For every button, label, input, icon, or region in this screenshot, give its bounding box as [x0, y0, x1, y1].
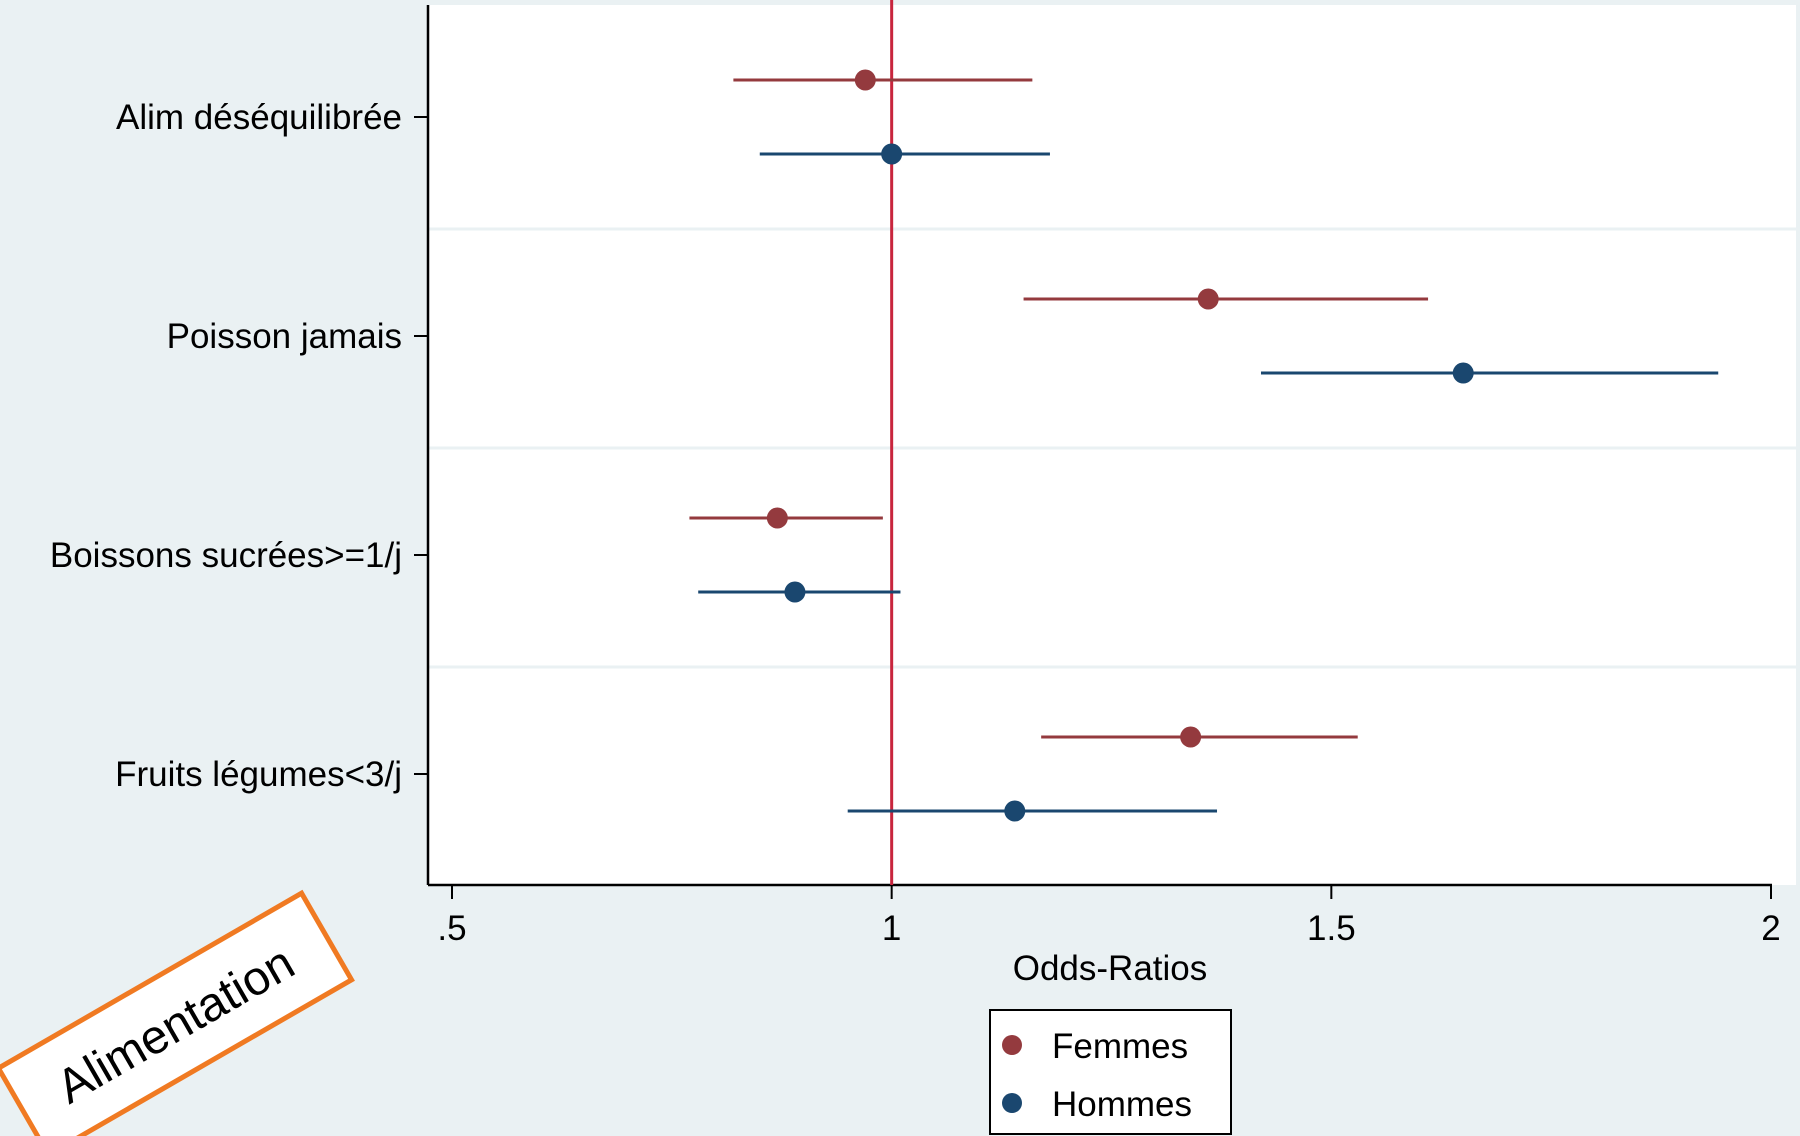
or-point-hommes — [1452, 362, 1474, 384]
category-label: Fruits légumes<3/j — [115, 755, 402, 794]
or-point-hommes — [881, 143, 903, 165]
legend-label-femmes: Femmes — [1052, 1027, 1188, 1066]
legend-marker-hommes — [1002, 1093, 1022, 1113]
or-point-femmes — [1180, 726, 1202, 748]
or-point-hommes — [784, 581, 806, 603]
y-axis-ticks: Alim déséquilibrée Poisson jamais Boissons… — [50, 98, 428, 794]
legend-marker-femmes — [1002, 1035, 1022, 1055]
or-point-femmes — [854, 69, 876, 91]
legend: Femmes Hommes — [989, 1009, 1232, 1135]
grid-lines — [428, 227, 1796, 669]
x-tick-label: 1 — [882, 909, 901, 948]
x-tick-label: .5 — [437, 909, 466, 948]
or-point-femmes — [1197, 288, 1219, 310]
x-axis-title: Odds-Ratios — [1013, 949, 1208, 988]
plot-area — [428, 5, 1796, 885]
x-tick-label: 1.5 — [1307, 909, 1356, 948]
category-label: Boissons sucrées>=1/j — [50, 536, 402, 575]
category-label: Alim déséquilibrée — [116, 98, 402, 137]
or-point-hommes — [1004, 800, 1026, 822]
category-label: Poisson jamais — [167, 317, 402, 356]
x-tick-label: 2 — [1761, 909, 1780, 948]
stamp-box — [0, 889, 355, 1136]
legend-label-hommes: Hommes — [1052, 1085, 1192, 1124]
x-axis-ticks: .5 1 1.5 2 — [437, 885, 1781, 948]
legend-box — [989, 1009, 1232, 1135]
series-layer — [689, 69, 1719, 822]
or-point-femmes — [766, 507, 788, 529]
category-stamp: Alimentation — [0, 889, 355, 1136]
